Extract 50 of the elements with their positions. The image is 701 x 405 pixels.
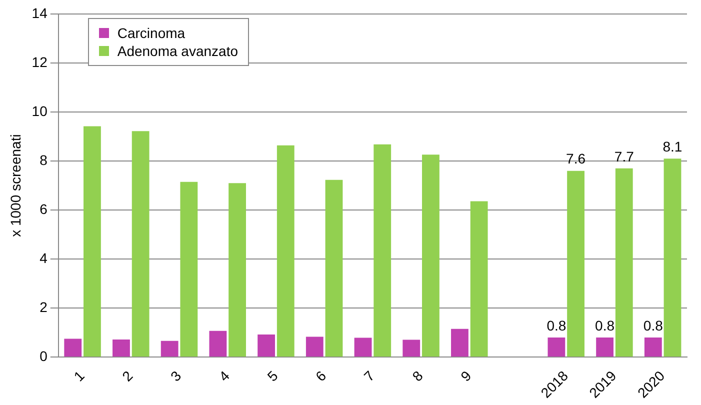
bar (306, 336, 324, 357)
bar (354, 338, 372, 357)
x-tick-label: 3 (167, 367, 184, 384)
bar (596, 337, 614, 357)
x-tick-label: 6 (312, 367, 330, 384)
x-tick-label: 7 (360, 367, 378, 384)
x-tick-label: 1 (70, 367, 88, 384)
bar (64, 338, 82, 357)
y-tick-label: 12 (32, 54, 48, 70)
data-label: 0.8 (643, 317, 664, 334)
bar (180, 182, 198, 357)
y-tick-label: 4 (40, 250, 48, 266)
x-tick-label: 5 (264, 367, 281, 384)
bar (112, 339, 130, 357)
legend-label: Carcinoma (117, 25, 186, 41)
bar (132, 131, 150, 357)
x-tick-label: 8 (409, 367, 426, 384)
bar (258, 334, 276, 357)
bar (644, 337, 662, 357)
bar (615, 168, 633, 357)
data-label: 0.8 (546, 317, 566, 334)
bar (664, 158, 682, 357)
bar (451, 328, 468, 357)
bar (470, 201, 488, 357)
y-axis-title: x 1000 screenati (7, 134, 24, 237)
bar (567, 170, 584, 357)
y-tick-label: 2 (40, 298, 48, 315)
y-tick-label: 10 (32, 102, 48, 119)
y-tick-label: 0 (40, 348, 48, 364)
y-tick-label: 6 (40, 200, 48, 217)
data-label: 7.6 (566, 150, 586, 167)
bar (160, 340, 178, 357)
bar (548, 337, 566, 357)
bar (228, 183, 246, 357)
legend-label: Adenoma avanzato (117, 43, 238, 59)
bar (276, 145, 294, 357)
x-tick-label: 4 (216, 367, 233, 384)
data-label: 8.1 (662, 138, 682, 154)
bar (374, 144, 392, 357)
data-label: 7.7 (614, 148, 634, 164)
y-tick-label: 14 (32, 4, 48, 21)
x-tick-label: 9 (457, 367, 474, 384)
x-tick-label: 2 (118, 367, 136, 384)
bar (84, 126, 101, 357)
data-label: 0.8 (595, 317, 615, 334)
bar (402, 340, 420, 357)
y-tick-label: 8 (40, 152, 48, 168)
bar (422, 154, 440, 357)
bar (325, 180, 343, 357)
bar (209, 330, 227, 357)
